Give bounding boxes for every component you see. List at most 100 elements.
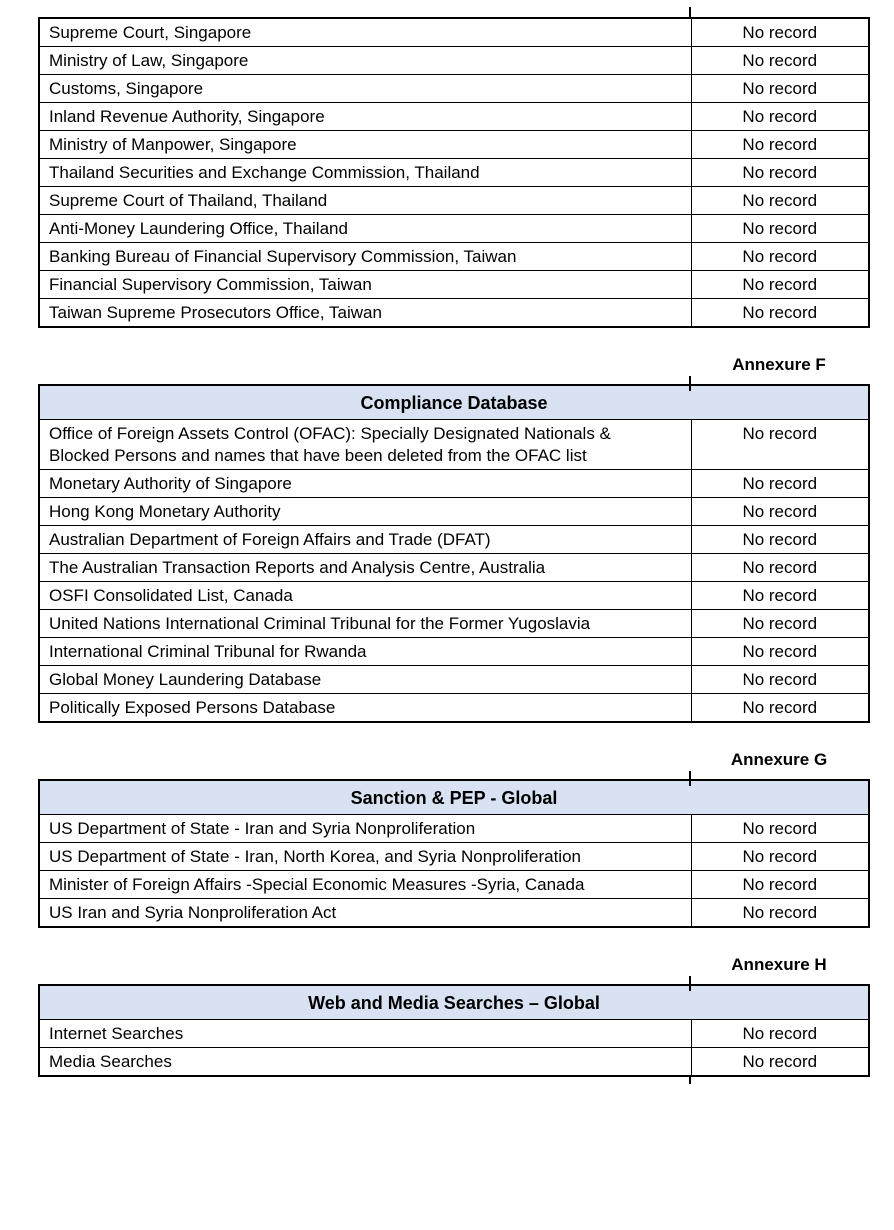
result-cell: No record [690,497,870,526]
column-divider-stub [689,1077,691,1084]
table-row: United Nations International Criminal Tr… [38,609,870,638]
source-cell: Ministry of Law, Singapore [38,46,692,75]
source-cell: Australian Department of Foreign Affairs… [38,525,692,554]
result-cell: No record [690,1019,870,1048]
result-cell: No record [690,130,870,159]
table-row: Ministry of Law, Singapore No record [38,46,870,75]
source-cell: Supreme Court, Singapore [38,17,692,47]
table-row: Minister of Foreign Affairs -Special Eco… [38,870,870,899]
screening-sources-table-wrap: Supreme Court, Singapore No record Ministr… [38,7,870,328]
table-title: Web and Media Searches – Global [38,984,870,1020]
table-title: Sanction & PEP - Global [38,779,870,815]
sanction-pep-global-table-wrap: Sanction & PEP - Global US Department of… [38,771,871,928]
source-cell: Hong Kong Monetary Authority [38,497,692,526]
table-row: Taiwan Supreme Prosecutors Office, Taiwa… [38,298,870,328]
result-cell: No record [690,270,870,299]
source-cell: Ministry of Manpower, Singapore [38,130,692,159]
table-row: Hong Kong Monetary Authority No record [38,497,870,526]
table-row: Anti-Money Laundering Office, Thailand No… [38,214,870,243]
source-cell: US Department of State - Iran, North Kor… [38,842,692,871]
result-cell: No record [690,637,870,666]
source-cell: US Iran and Syria Nonproliferation Act [38,898,692,928]
table-row: Banking Bureau of Financial Supervisory … [38,242,870,271]
result-cell: No record [690,1047,870,1077]
result-cell: No record [690,242,870,271]
source-cell: Banking Bureau of Financial Supervisory … [38,242,692,271]
table-header-row: Sanction & PEP - Global [38,779,870,815]
source-cell: The Australian Transaction Reports and A… [38,553,692,582]
table-row: Global Money Laundering Database No recor… [38,665,870,694]
source-cell: International Criminal Tribunal for Rwan… [38,637,692,666]
web-media-searches-table-wrap: Web and Media Searches – Global Internet… [38,976,871,1084]
table-row: Financial Supervisory Commission, Taiwan… [38,270,870,299]
source-cell: Minister of Foreign Affairs -Special Eco… [38,870,692,899]
source-cell: United Nations International Criminal Tr… [38,609,692,638]
result-cell: No record [690,609,870,638]
annexure-h-label: Annexure H [731,955,827,974]
table-row: Thailand Securities and Exchange Commiss… [38,158,870,187]
source-cell: Internet Searches [38,1019,692,1048]
source-cell: Monetary Authority of Singapore [38,469,692,498]
compliance-database-table-wrap: Compliance Database Office of Foreign As… [38,376,871,723]
source-cell: Supreme Court of Thailand, Thailand [38,186,692,215]
table-row: The Australian Transaction Reports and A… [38,553,870,582]
table-header-row: Web and Media Searches – Global [38,984,870,1020]
result-cell: No record [690,898,870,928]
source-cell: Anti-Money Laundering Office, Thailand [38,214,692,243]
table-row: Customs, Singapore No record [38,74,870,103]
table-row: Monetary Authority of Singapore No record [38,469,870,498]
result-cell: No record [690,842,870,871]
column-divider-stub [689,771,691,786]
table-row: Media Searches No record [38,1047,870,1077]
result-cell: No record [690,814,870,843]
column-divider-stub [689,376,691,391]
result-cell: No record [690,469,870,498]
source-cell: Customs, Singapore [38,74,692,103]
table-row: Politically Exposed Persons Database No r… [38,693,870,723]
source-cell: Office of Foreign Assets Control (OFAC):… [38,419,692,470]
source-cell: Taiwan Supreme Prosecutors Office, Taiwa… [38,298,692,328]
source-cell: US Department of State - Iran and Syria … [38,814,692,843]
table-row: US Department of State - Iran, North Kor… [38,842,870,871]
annexure-f-label: Annexure F [732,355,826,374]
source-cell: Inland Revenue Authority, Singapore [38,102,692,131]
table-row: OSFI Consolidated List, Canada No record [38,581,870,610]
compliance-database-table: Compliance Database Office of Foreign As… [38,384,871,723]
result-cell: No record [690,158,870,187]
result-cell: No record [690,870,870,899]
sanction-pep-global-table: Sanction & PEP - Global US Department of… [38,779,871,928]
column-divider-stub [689,976,691,991]
table-row: US Department of State - Iran and Syria … [38,814,870,843]
web-media-searches-table: Web and Media Searches – Global Internet… [38,984,871,1077]
result-cell: No record [690,419,870,470]
table-header-row: Compliance Database [38,384,870,420]
source-cell: OSFI Consolidated List, Canada [38,581,692,610]
result-cell: No record [690,581,870,610]
source-cell: Media Searches [38,1047,692,1077]
result-cell: No record [690,553,870,582]
result-cell: No record [690,74,870,103]
result-cell: No record [690,525,870,554]
table-row: Supreme Court of Thailand, Thailand No re… [38,186,870,215]
result-cell: No record [690,693,870,723]
table-row: Inland Revenue Authority, Singapore No re… [38,102,870,131]
table-row: Office of Foreign Assets Control (OFAC):… [38,419,870,470]
source-cell: Global Money Laundering Database [38,665,692,694]
source-cell: Politically Exposed Persons Database [38,693,692,723]
result-cell: No record [690,102,870,131]
result-cell: No record [690,46,870,75]
table-row: Ministry of Manpower, Singapore No record [38,130,870,159]
result-cell: No record [690,298,870,328]
source-cell: Financial Supervisory Commission, Taiwan [38,270,692,299]
result-cell: No record [690,665,870,694]
annexure-g-label: Annexure G [730,750,828,769]
source-cell: Thailand Securities and Exchange Commiss… [38,158,692,187]
table-row: Supreme Court, Singapore No record [38,17,870,47]
result-cell: No record [690,186,870,215]
result-cell: No record [690,17,870,47]
screening-sources-table-continued: Supreme Court, Singapore No record Ministr… [38,17,870,328]
result-cell: No record [690,214,870,243]
table-row: US Iran and Syria Nonproliferation Act No… [38,898,870,928]
table-row: Australian Department of Foreign Affairs… [38,525,870,554]
